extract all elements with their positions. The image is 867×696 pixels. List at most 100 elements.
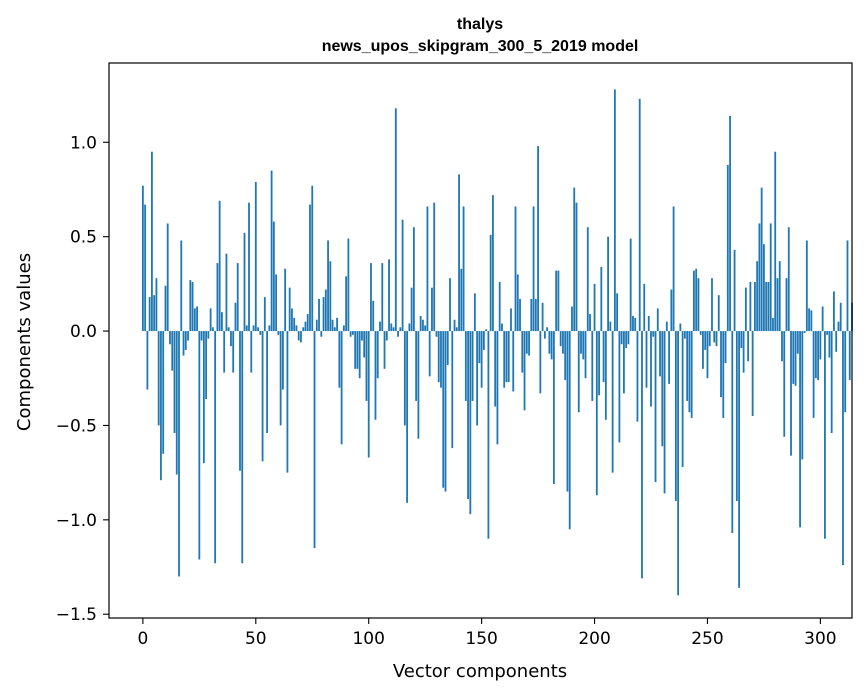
bar-243 xyxy=(690,331,693,418)
x-tick-label: 200 xyxy=(578,629,610,649)
bar-159 xyxy=(501,323,503,332)
bar-90 xyxy=(345,276,348,332)
bar-210 xyxy=(616,293,619,332)
bar-201 xyxy=(595,331,598,496)
y-tick-label: −0.5 xyxy=(56,416,97,436)
bar-269 xyxy=(749,281,752,332)
bar-235 xyxy=(672,206,675,332)
bar-51 xyxy=(257,327,259,332)
bar-127 xyxy=(428,331,431,377)
bar-126 xyxy=(426,206,429,332)
bar-63 xyxy=(284,268,287,332)
bar-221 xyxy=(641,331,643,579)
bar-251 xyxy=(708,331,711,347)
x-tick-label: 100 xyxy=(352,629,384,649)
bar-76 xyxy=(313,331,316,549)
bar-200 xyxy=(593,283,596,332)
bar-222 xyxy=(643,283,646,332)
y-axis-ticks: −1.5 −1.0 −0.5 0.0 0.5 1.0 xyxy=(56,133,109,625)
bar-304 xyxy=(828,331,831,358)
bar-176 xyxy=(539,331,542,394)
bar-55 xyxy=(266,331,268,433)
bar-252 xyxy=(711,278,713,332)
bar-152 xyxy=(485,329,488,332)
bar-136 xyxy=(449,278,451,332)
bar-302 xyxy=(824,331,826,539)
bar-78 xyxy=(318,298,320,332)
bar-191 xyxy=(573,187,576,332)
bar-97 xyxy=(361,331,363,341)
bar-249 xyxy=(704,331,707,350)
x-tick-label: 250 xyxy=(691,629,723,649)
bar-105 xyxy=(379,321,381,332)
y-tick-label: 0.0 xyxy=(70,322,97,342)
bar-67 xyxy=(293,317,296,332)
bar-224 xyxy=(647,315,650,332)
bar-192 xyxy=(575,202,578,332)
bar-189 xyxy=(568,331,571,530)
bar-209 xyxy=(613,89,616,332)
bar-282 xyxy=(778,261,781,332)
bar-307 xyxy=(835,331,838,352)
bar-160 xyxy=(503,331,506,388)
bar-116 xyxy=(403,331,406,426)
bar-178 xyxy=(543,331,546,339)
bar-199 xyxy=(591,331,594,401)
bar-313 xyxy=(848,331,851,381)
bar-188 xyxy=(566,331,569,492)
bar-58 xyxy=(272,221,275,332)
bar-187 xyxy=(564,331,567,381)
bar-194 xyxy=(580,331,582,354)
bar-202 xyxy=(598,331,600,396)
bar-48 xyxy=(250,331,253,373)
bar-289 xyxy=(794,331,797,386)
bar-177 xyxy=(541,302,544,332)
x-axis-ticks: 0 50 100 150 200 250 300 xyxy=(137,618,837,649)
bar-28 xyxy=(205,331,208,400)
bar-150 xyxy=(480,331,483,388)
bar-303 xyxy=(826,331,829,335)
bar-84 xyxy=(331,319,334,332)
bar-148 xyxy=(476,331,479,426)
bar-109 xyxy=(388,259,390,332)
bar-197 xyxy=(586,227,589,332)
bar-298 xyxy=(814,331,817,379)
bar-41 xyxy=(234,302,237,332)
bar-190 xyxy=(571,306,573,332)
bar-85 xyxy=(333,327,336,332)
bar-280 xyxy=(774,151,777,332)
bar-144 xyxy=(467,331,469,500)
bar-10 xyxy=(164,285,167,332)
bar-195 xyxy=(582,331,585,360)
bar-270 xyxy=(751,331,754,417)
bar-129 xyxy=(433,202,436,332)
bar-68 xyxy=(295,325,298,332)
bar-108 xyxy=(385,331,388,341)
bar-42 xyxy=(236,263,239,332)
bar-33 xyxy=(216,263,219,332)
bar-19 xyxy=(184,331,187,350)
bar-220 xyxy=(638,98,641,332)
bar-56 xyxy=(268,325,271,332)
bar-278 xyxy=(769,223,772,332)
bar-309 xyxy=(839,302,842,332)
bar-261 xyxy=(731,331,734,534)
bar-296 xyxy=(810,310,813,332)
bar-291 xyxy=(799,331,801,528)
bar-40 xyxy=(232,331,235,373)
bar-294 xyxy=(805,240,808,332)
bar-244 xyxy=(693,270,695,332)
bar-147 xyxy=(473,293,476,332)
bar-250 xyxy=(706,331,709,379)
bar-170 xyxy=(525,331,528,354)
bar-123 xyxy=(419,315,422,332)
bar-45 xyxy=(243,232,246,332)
bar-50 xyxy=(254,181,257,332)
bar-225 xyxy=(650,331,652,407)
bar-74 xyxy=(309,204,311,332)
bar-6 xyxy=(155,278,158,332)
bar-133 xyxy=(442,331,445,488)
bar-46 xyxy=(245,325,248,332)
x-tick-label: 150 xyxy=(465,629,497,649)
